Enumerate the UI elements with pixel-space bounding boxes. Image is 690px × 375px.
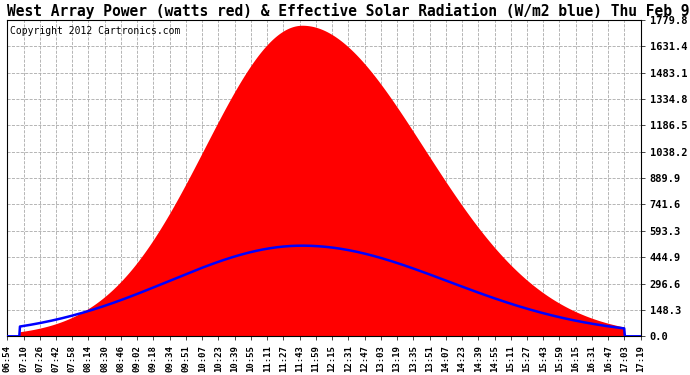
Text: Copyright 2012 Cartronics.com: Copyright 2012 Cartronics.com (10, 26, 181, 36)
Text: West Array Power (watts red) & Effective Solar Radiation (W/m2 blue) Thu Feb 9 1: West Array Power (watts red) & Effective… (8, 3, 690, 19)
